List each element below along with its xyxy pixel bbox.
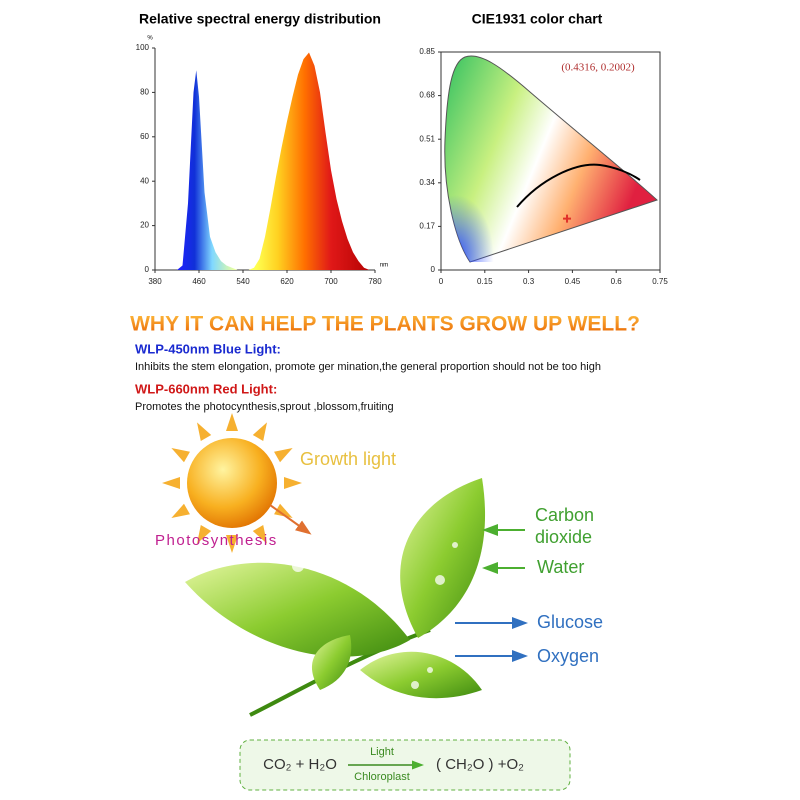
blue-region: [444, 140, 520, 262]
x-tick-label: 620: [280, 277, 294, 286]
chart-title: CIE1931 color chart: [472, 11, 603, 27]
red-title: WLP-660nm Red Light:: [135, 381, 277, 396]
y-unit: %: [147, 36, 153, 42]
x-unit: nm: [380, 263, 388, 269]
glucose: Glucose: [537, 612, 603, 632]
sun: [162, 413, 302, 553]
x-tick-label: 380: [148, 277, 162, 286]
x-tick-label: 700: [324, 277, 338, 286]
y-tick-label: 20: [140, 221, 149, 230]
y-tick-label: 0: [145, 265, 150, 274]
x-tick-label: 540: [236, 277, 250, 286]
y-tick-label: 60: [140, 132, 149, 141]
water: Water: [537, 557, 584, 577]
annotation: (0.4316, 0.2002): [561, 62, 635, 74]
carbon-dioxide: dioxide: [535, 527, 592, 547]
x-tick-label: 0.15: [477, 277, 493, 286]
y-tick-label: 80: [140, 88, 149, 97]
heading: WHY IT CAN HELP THE PLANTS GROW UP WELL?: [130, 313, 640, 336]
leaf: [311, 635, 352, 690]
leaf: [400, 478, 486, 638]
y-tick-label: 0.51: [419, 134, 435, 143]
droplets: [292, 542, 458, 689]
y-tick-label: 40: [140, 176, 149, 185]
chart-title: Relative spectral energy distribution: [139, 11, 381, 27]
x-tick-label: 0.45: [565, 277, 581, 286]
blue-title: WLP-450nm Blue Light:: [135, 341, 281, 356]
carbon-dioxide: Carbon: [535, 505, 594, 525]
formula-reactants: CO₂ + H₂O: [263, 756, 337, 773]
blue-text: Inhibits the stem elongation, promote ge…: [135, 361, 601, 373]
planckian-locus: [516, 163, 641, 208]
y-tick-label: 0.17: [419, 222, 435, 231]
x-tick-label: 780: [368, 277, 382, 286]
spectrum-area: [155, 52, 375, 270]
point: [563, 214, 572, 223]
leaf: [185, 562, 410, 657]
y-tick-label: 0.34: [419, 178, 435, 187]
x-tick-label: 460: [192, 277, 206, 286]
formula-catalyst: Chloroplast: [354, 771, 410, 783]
red-text: Promotes the photocynthesis,sprout ,blos…: [135, 401, 394, 413]
y-tick-label: 0.85: [419, 47, 435, 56]
arrow: [269, 504, 312, 535]
formula-products: ( CH₂O ) +O₂: [436, 756, 524, 773]
photosynthesis: Photosynthesis: [155, 532, 278, 549]
x-tick-label: 0.6: [611, 277, 623, 286]
y-tick-label: 0: [431, 265, 436, 274]
x-tick-label: 0.3: [523, 277, 535, 286]
y-tick-label: 0.68: [419, 91, 435, 100]
plot-frame: [440, 51, 661, 271]
x-tick-label: 0: [439, 277, 444, 286]
oxygen: Oxygen: [537, 646, 599, 666]
leaf: [360, 651, 482, 699]
growth-light: Growth light: [300, 449, 396, 469]
formula-condition: Light: [370, 746, 394, 758]
y-tick-label: 100: [136, 43, 150, 52]
x-tick-label: 0.75: [652, 277, 668, 286]
